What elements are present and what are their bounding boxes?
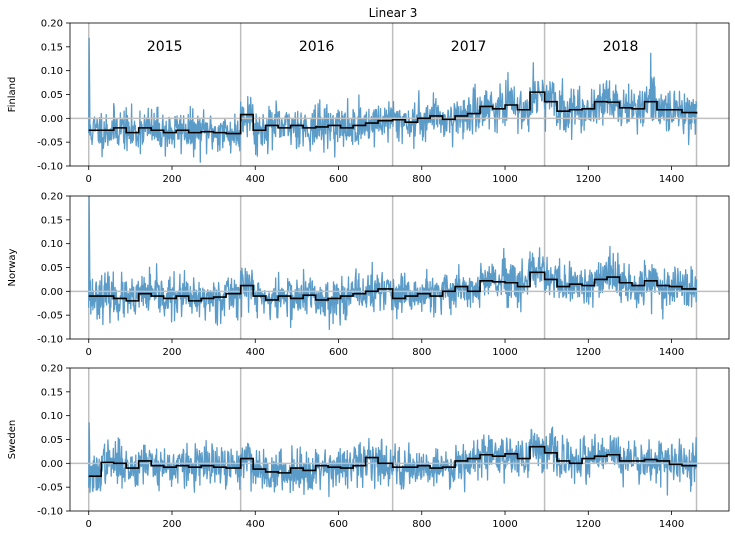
fitted-step-line [88, 271, 697, 302]
chart-panel: 0 200 400 600 800 1000 1200 1400 -0.10 -0.05 0.00 0… [7, 364, 730, 530]
x-tick-label: 1000 [492, 347, 517, 358]
y-tick-label: 0.00 [41, 114, 63, 125]
y-tick-label: 0.10 [41, 239, 63, 250]
y-tick-label: -0.05 [37, 138, 63, 149]
y-tick-label: 0.00 [41, 287, 63, 298]
y-tick-label: 0.15 [41, 42, 63, 53]
x-tick-label: 1400 [659, 347, 684, 358]
y-axis-label: Sweden [7, 420, 18, 460]
axes-frame [69, 195, 730, 340]
chart-panel: 0 200 400 600 800 1000 1200 1400 -0.10 -0.05 0.00 0… [7, 192, 730, 358]
x-tick-label: 1200 [576, 174, 601, 185]
x-tick-label: 1200 [576, 347, 601, 358]
y-tick-label: 0.00 [41, 459, 63, 470]
x-tick-label: 400 [246, 174, 265, 185]
year-label: 2016 [299, 39, 335, 55]
x-tick-label: 200 [162, 347, 181, 358]
y-tick-label: 0.20 [41, 192, 63, 203]
x-tick-label: 200 [162, 174, 181, 185]
y-tick-label: -0.10 [37, 507, 63, 518]
y-tick-label: -0.05 [37, 483, 63, 494]
fitted-step-line [88, 445, 697, 478]
fitted-step-line [88, 91, 698, 135]
panels: 0 200 400 600 800 1000 1200 1400 -0.10 -0.05 0.00 0… [7, 19, 730, 530]
plot-area [70, 368, 729, 511]
y-tick-label: -0.10 [37, 162, 63, 173]
y-tick-label: 0.20 [41, 19, 63, 30]
x-tick-label: 0 [86, 347, 92, 358]
x-tick-label: 0 [86, 174, 92, 185]
y-axis-label: Norway [7, 248, 18, 286]
y-tick-label: 0.15 [41, 215, 63, 226]
y-tick-label: 0.15 [41, 387, 63, 398]
x-tick-label: 200 [162, 519, 181, 530]
x-tick-label: 800 [412, 347, 431, 358]
y-tick-label: 0.10 [41, 66, 63, 77]
plot-area [70, 23, 729, 166]
x-tick-label: 1200 [576, 519, 601, 530]
axes-frame [69, 367, 730, 512]
y-tick-label: -0.10 [37, 335, 63, 346]
y-tick-label: 0.10 [41, 411, 63, 422]
year-label: 2018 [603, 39, 639, 55]
chart-panel: 0 200 400 600 800 1000 1200 1400 -0.10 -0.05 0.00 0… [7, 19, 730, 185]
year-label: 2015 [147, 39, 183, 55]
y-tick-label: 0.05 [41, 435, 63, 446]
x-tick-label: 800 [412, 519, 431, 530]
x-tick-label: 600 [329, 347, 348, 358]
x-tick-label: 1400 [659, 519, 684, 530]
daily-series-line [88, 37, 698, 163]
y-tick-label: 0.05 [41, 263, 63, 274]
x-tick-label: 600 [329, 174, 348, 185]
x-tick-label: 1000 [492, 174, 517, 185]
figure-title: Linear 3 [369, 6, 418, 20]
x-tick-label: 400 [246, 519, 265, 530]
x-tick-label: 400 [246, 347, 265, 358]
x-tick-label: 1000 [492, 519, 517, 530]
x-tick-label: 600 [329, 519, 348, 530]
x-tick-label: 0 [86, 519, 92, 530]
y-tick-label: 0.20 [41, 364, 63, 375]
y-axis-label: Finland [7, 77, 18, 113]
plot-area [70, 196, 729, 339]
y-tick-label: 0.05 [41, 90, 63, 101]
y-tick-label: -0.05 [37, 311, 63, 322]
year-label: 2017 [451, 39, 487, 55]
x-tick-label: 1400 [659, 174, 684, 185]
x-tick-label: 800 [412, 174, 431, 185]
